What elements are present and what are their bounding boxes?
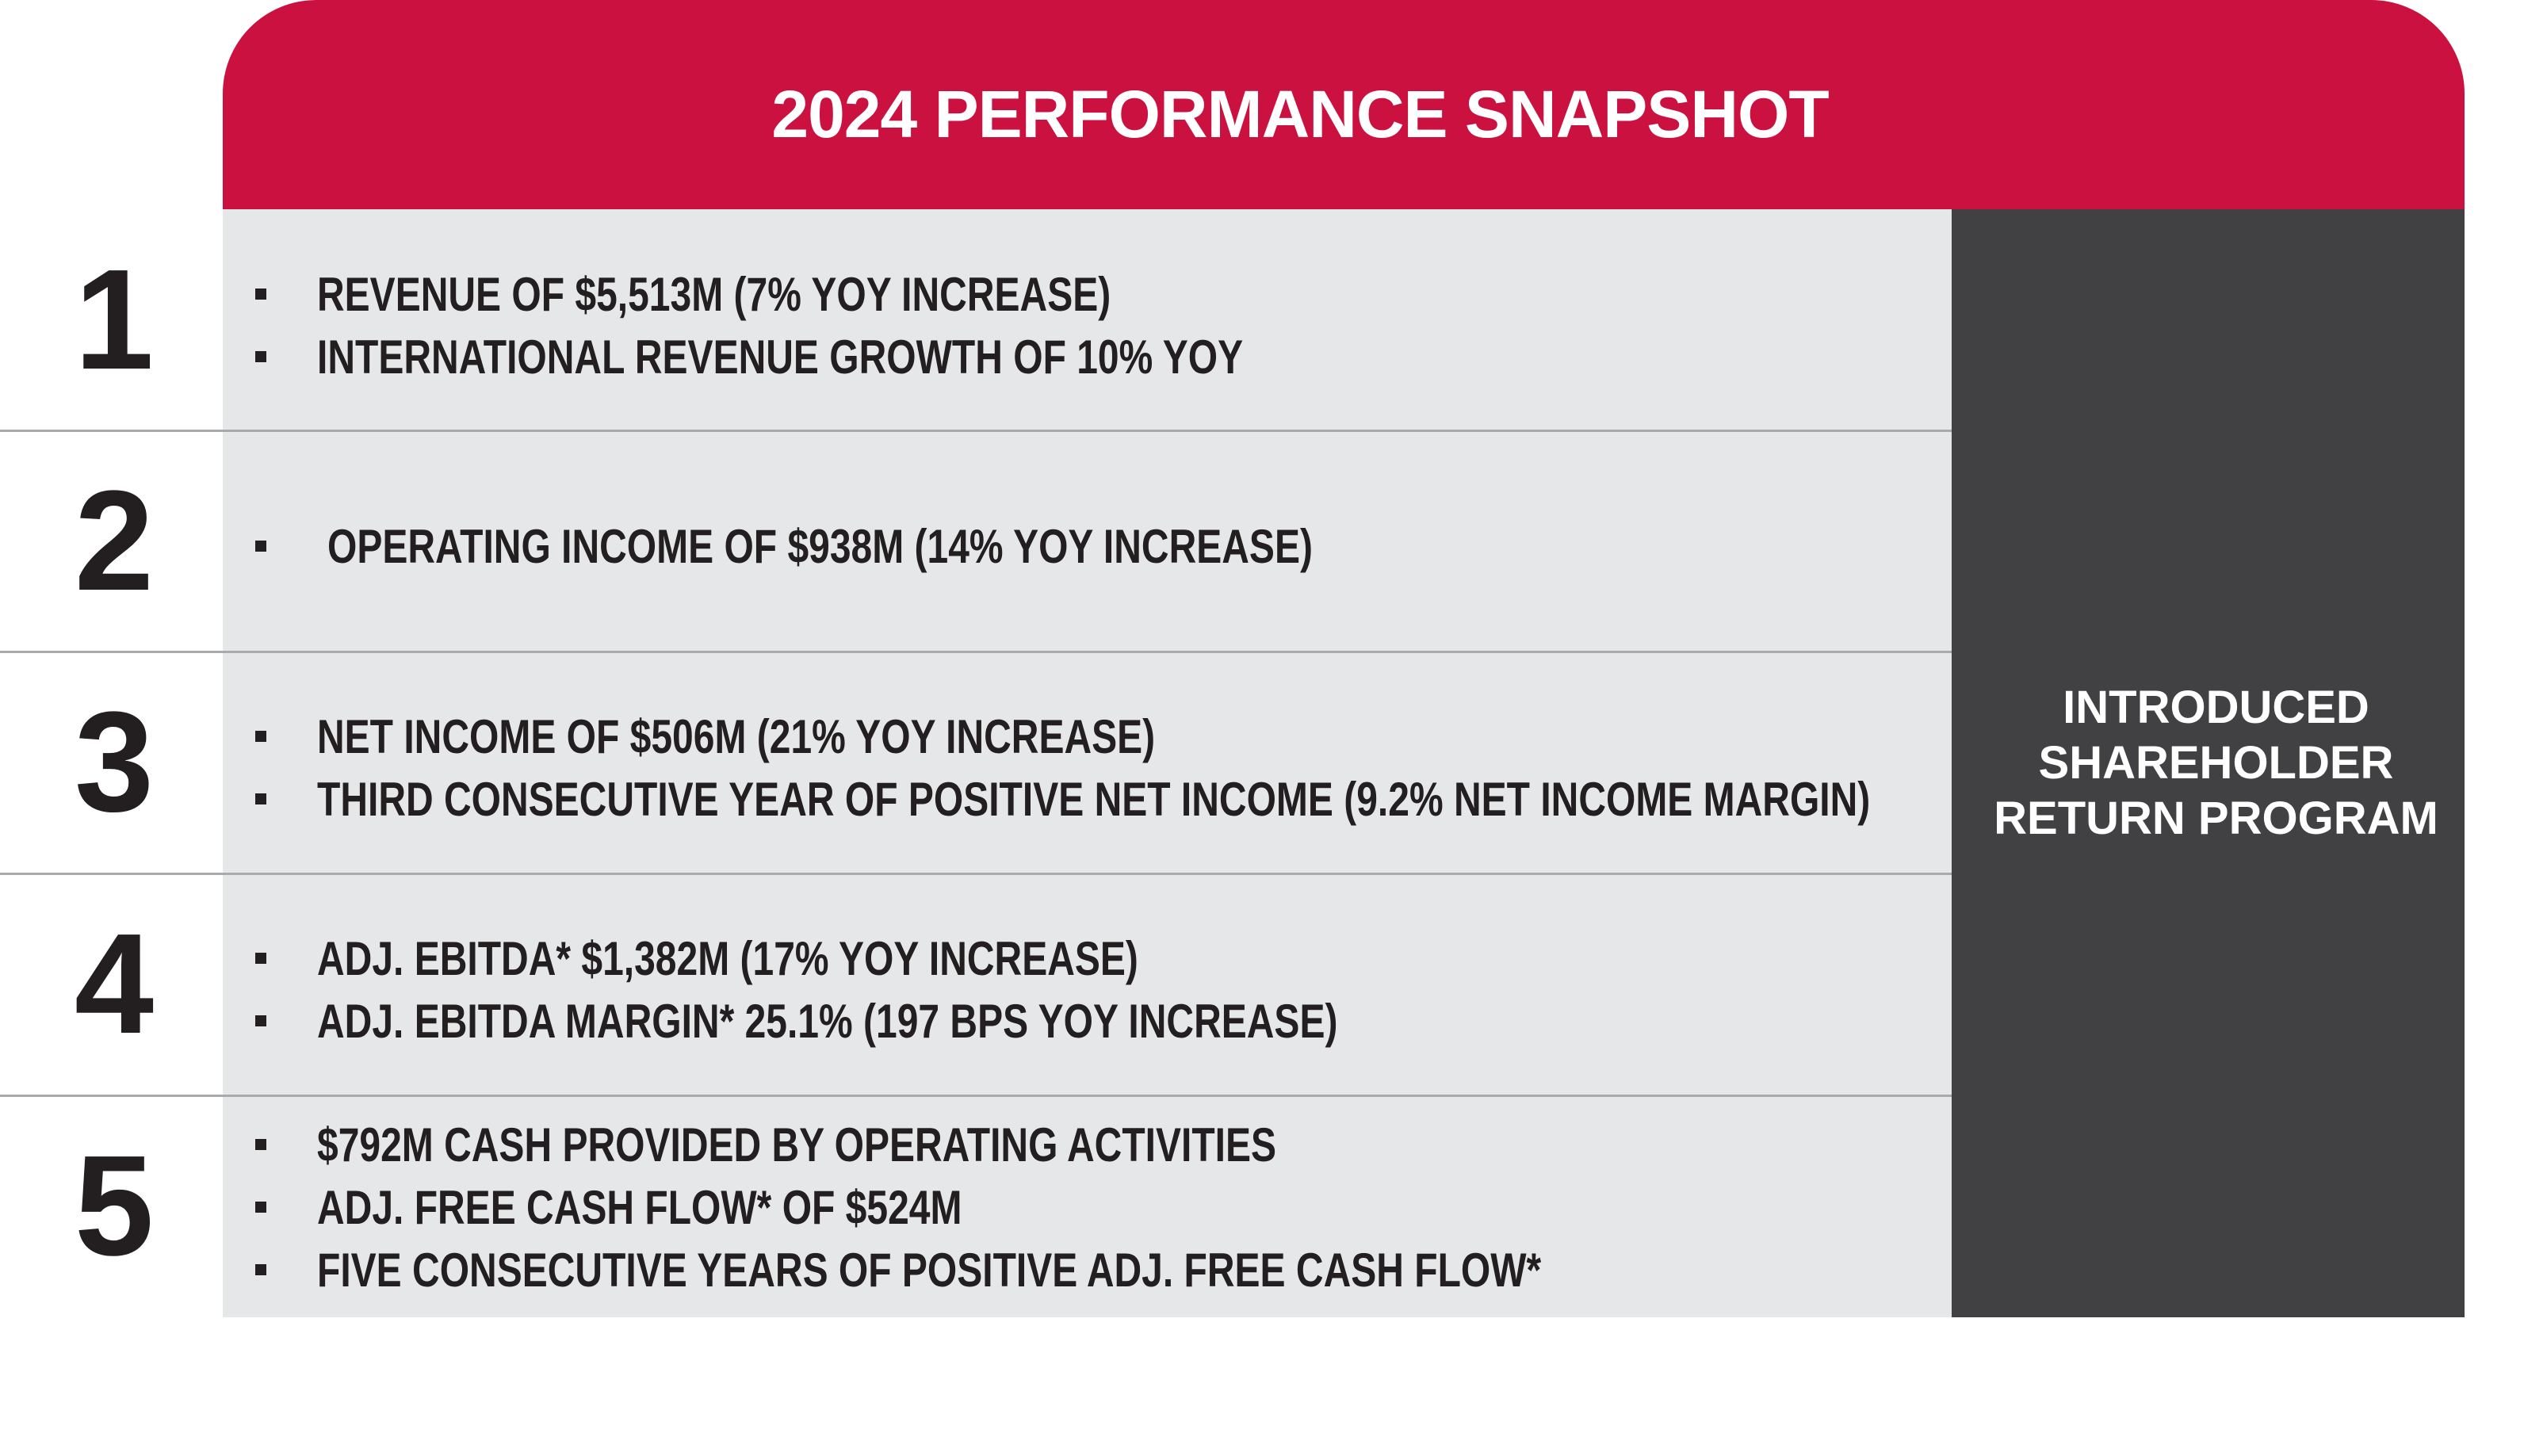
shareholder-return-panel: INTRODUCED SHAREHOLDER RETURN PROGRAM <box>1952 209 2465 1317</box>
bullet-square-icon <box>255 1202 266 1213</box>
panel-text-line: INTRODUCED <box>2063 682 2369 733</box>
list-item: THIRD CONSECUTIVE YEAR OF POSITIVE NET I… <box>255 768 2258 831</box>
page-title: 2024 PERFORMANCE SNAPSHOT <box>771 77 1829 151</box>
highlight-row-5: 5 $792M CASH PROVIDED BY OPERATING ACTIV… <box>0 1095 1952 1317</box>
bullet-text: NET INCOME OF $506M (21% YOY INCREASE) <box>317 709 1156 763</box>
bullet-square-icon <box>255 1264 266 1275</box>
list-item: REVENUE OF $5,513M (7% YOY INCREASE) <box>255 263 1474 326</box>
bullet-square-icon <box>255 288 266 300</box>
list-item: ADJ. EBITDA MARGIN* 25.1% (197 BPS YOY I… <box>255 990 1593 1053</box>
bullet-list: ADJ. EBITDA* $1,382M (17% YOY INCREASE) … <box>255 873 1593 1095</box>
list-item: NET INCOME OF $506M (21% YOY INCREASE) <box>255 705 2258 768</box>
bullet-square-icon <box>255 350 266 362</box>
row-number: 4 <box>74 904 155 1064</box>
list-item: ADJ. EBITDA* $1,382M (17% YOY INCREASE) <box>255 927 1593 990</box>
bullet-list: NET INCOME OF $506M (21% YOY INCREASE) T… <box>255 652 2258 873</box>
panel-text-line: RETURN PROGRAM <box>1994 793 2438 844</box>
highlight-row-4: 4 ADJ. EBITDA* $1,382M (17% YOY INCREASE… <box>0 873 1952 1095</box>
bullet-square-icon <box>255 1139 266 1150</box>
row-number: 1 <box>74 240 155 399</box>
bullet-text: FIVE CONSECUTIVE YEARS OF POSITIVE ADJ. … <box>317 1244 1542 1297</box>
list-item: FIVE CONSECUTIVE YEARS OF POSITIVE ADJ. … <box>255 1240 1847 1302</box>
bullet-text: $792M CASH PROVIDED BY OPERATING ACTIVIT… <box>317 1118 1277 1171</box>
bullet-list: $792M CASH PROVIDED BY OPERATING ACTIVIT… <box>255 1095 1847 1317</box>
bullet-square-icon <box>255 952 266 964</box>
row-number: 2 <box>74 461 155 621</box>
bullet-square-icon <box>255 1015 266 1026</box>
bullet-text: ADJ. EBITDA MARGIN* 25.1% (197 BPS YOY I… <box>317 994 1338 1048</box>
header-banner: 2024 PERFORMANCE SNAPSHOT <box>223 0 2465 209</box>
list-item: ADJ. FREE CASH FLOW* OF $524M <box>255 1177 1847 1240</box>
highlight-row-2: 2 OPERATING INCOME OF $938M (14% YOY INC… <box>0 431 1952 652</box>
highlight-row-1: 1 REVENUE OF $5,513M (7% YOY INCREASE) I… <box>0 209 1952 431</box>
row-divider <box>0 1095 1952 1097</box>
list-item: OPERATING INCOME OF $938M (14% YOY INCRE… <box>255 516 1559 579</box>
bullet-text: ADJ. FREE CASH FLOW* OF $524M <box>317 1181 962 1234</box>
bullet-square-icon <box>255 541 266 552</box>
row-number: 3 <box>74 682 155 842</box>
bullet-text: ADJ. EBITDA* $1,382M (17% YOY INCREASE) <box>317 931 1138 985</box>
bullet-text: OPERATING INCOME OF $938M (14% YOY INCRE… <box>327 520 1313 573</box>
panel-text-line: SHAREHOLDER <box>2038 737 2394 789</box>
bullet-text: REVENUE OF $5,513M (7% YOY INCREASE) <box>317 267 1111 321</box>
row-divider <box>0 651 1952 653</box>
row-divider <box>0 430 1952 432</box>
bullet-list: REVENUE OF $5,513M (7% YOY INCREASE) INT… <box>255 209 1474 431</box>
bullet-square-icon <box>255 793 266 804</box>
row-divider <box>0 873 1952 875</box>
highlight-row-3: 3 NET INCOME OF $506M (21% YOY INCREASE)… <box>0 652 1952 873</box>
bullet-text: THIRD CONSECUTIVE YEAR OF POSITIVE NET I… <box>317 772 1871 826</box>
list-item: $792M CASH PROVIDED BY OPERATING ACTIVIT… <box>255 1114 1847 1177</box>
list-item: INTERNATIONAL REVENUE GROWTH OF 10% YOY <box>255 326 1474 388</box>
bullet-text: INTERNATIONAL REVENUE GROWTH OF 10% YOY <box>317 330 1244 384</box>
bullet-square-icon <box>255 730 266 742</box>
row-number: 5 <box>74 1126 155 1286</box>
bullet-list: OPERATING INCOME OF $938M (14% YOY INCRE… <box>255 431 1559 652</box>
highlights-panel <box>223 209 1952 1317</box>
